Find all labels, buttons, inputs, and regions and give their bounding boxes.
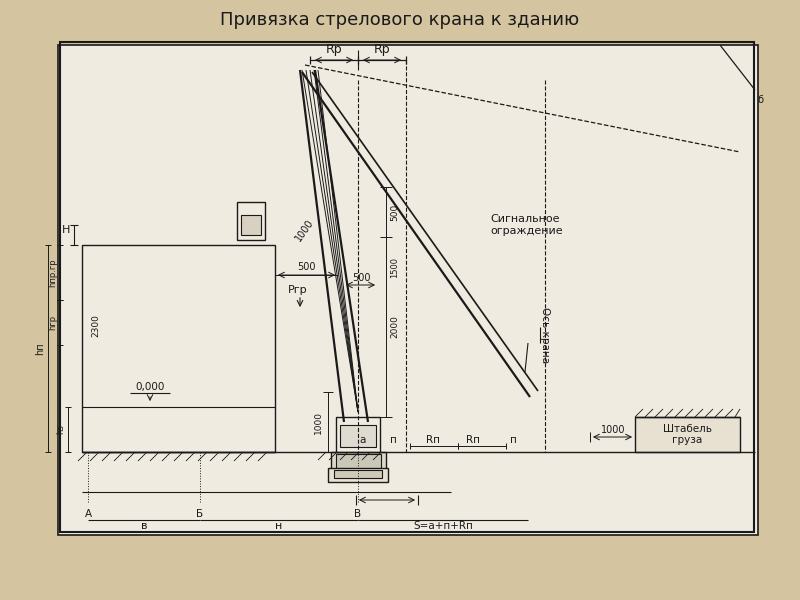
Text: 2300: 2300 <box>91 314 101 337</box>
Text: hз: hз <box>57 425 66 434</box>
Text: hпр.гр: hпр.гр <box>49 258 58 287</box>
Text: 500: 500 <box>298 262 316 272</box>
Text: hгр: hгр <box>49 315 58 330</box>
Bar <box>635 417 740 452</box>
Text: 0,000: 0,000 <box>135 382 165 392</box>
Text: S=а+п+Rп: S=а+п+Rп <box>413 521 473 531</box>
Text: Б: Б <box>197 509 203 519</box>
Text: 500: 500 <box>352 273 370 283</box>
Text: Rп: Rп <box>426 435 440 445</box>
Text: H: H <box>62 225 70 235</box>
Bar <box>334 470 382 478</box>
Text: А: А <box>85 509 91 519</box>
Text: Сигнальное
ограждение: Сигнальное ограждение <box>490 214 562 236</box>
Text: Pгр: Pгр <box>288 285 308 295</box>
Text: Rп: Rп <box>466 435 480 445</box>
Text: Привязка стрелового крана к зданию: Привязка стрелового крана к зданию <box>220 11 580 29</box>
Text: п: п <box>390 435 397 445</box>
Text: в: в <box>141 521 147 531</box>
Bar <box>237 202 265 240</box>
Text: Ось крана: Ось крана <box>540 307 550 363</box>
Text: 2000: 2000 <box>390 316 399 338</box>
Bar <box>328 468 388 482</box>
Text: 1000: 1000 <box>314 410 322 433</box>
Bar <box>336 417 380 452</box>
Text: б: б <box>757 95 763 105</box>
Bar <box>340 425 376 447</box>
Text: Rp: Rp <box>374 43 390 56</box>
Bar <box>336 454 381 470</box>
Text: 1500: 1500 <box>390 257 399 277</box>
Text: 1000: 1000 <box>601 425 626 435</box>
Text: 500: 500 <box>390 203 399 221</box>
Bar <box>58 45 758 535</box>
Text: hп: hп <box>35 342 45 355</box>
Text: В: В <box>354 509 362 519</box>
Text: Rp: Rp <box>326 43 342 56</box>
Text: а: а <box>360 435 366 445</box>
Bar <box>60 42 754 532</box>
Bar <box>241 215 261 235</box>
Bar <box>331 452 386 474</box>
Text: п: п <box>510 435 517 445</box>
Text: Штабель
груза: Штабель груза <box>663 424 712 445</box>
Bar <box>82 245 275 452</box>
Text: 1000: 1000 <box>294 217 316 243</box>
Text: н: н <box>275 521 282 531</box>
